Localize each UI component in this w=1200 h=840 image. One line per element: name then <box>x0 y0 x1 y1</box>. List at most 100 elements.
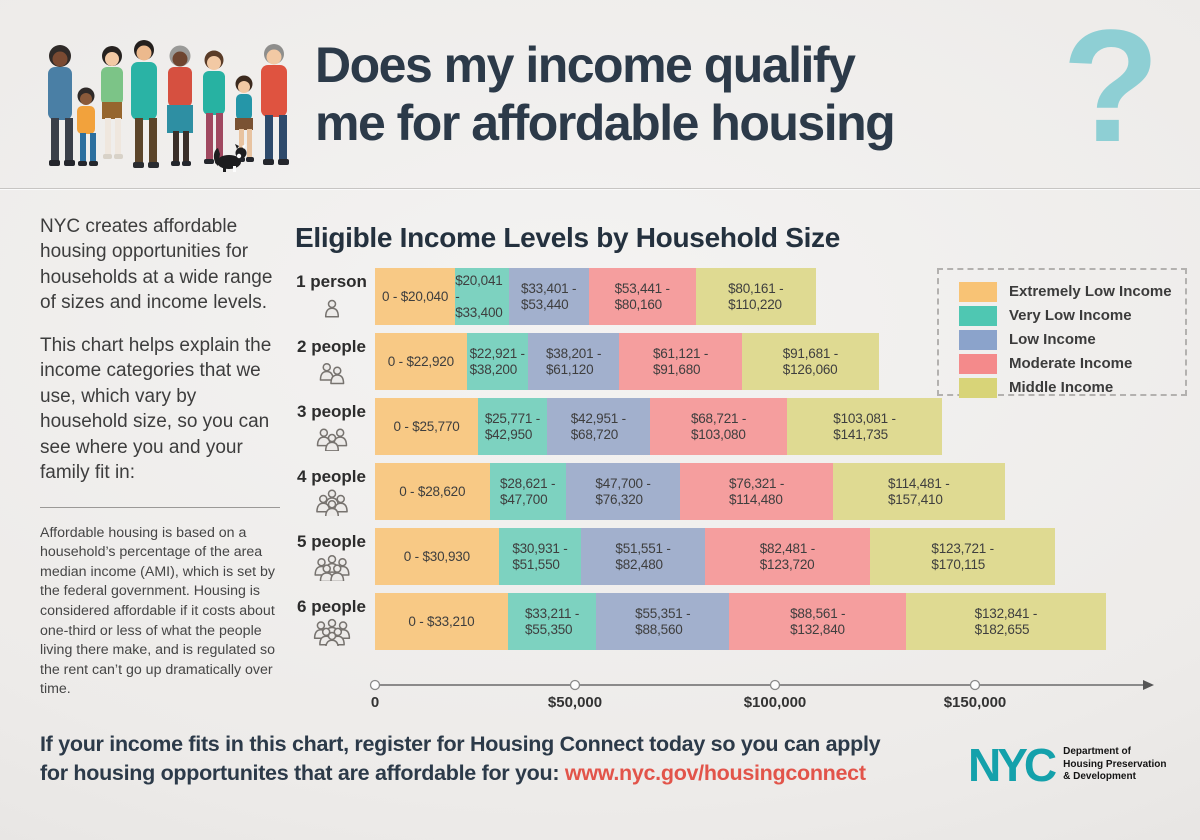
axis-tick-marker <box>769 679 781 691</box>
bar-segment: $103,081 - $141,735 <box>787 398 942 455</box>
household-size-icon <box>324 299 339 318</box>
axis-tick-marker <box>569 679 581 691</box>
question-mark-icon: ? <box>1062 0 1160 175</box>
legend-label: Middle Income <box>1009 379 1114 396</box>
bar-segment: $38,201 - $61,120 <box>527 333 620 390</box>
bar-segment: 0 - $33,210 <box>375 593 508 650</box>
chart-row: 6 people 0 - $33,210 $33,211 - $55,350 $55,… <box>288 593 1106 650</box>
bar-segment: $33,211 - $55,350 <box>507 593 597 650</box>
bar-segment: $61,121 - $91,680 <box>619 333 742 390</box>
bar-segment: $42,951 - $68,720 <box>546 398 650 455</box>
footer-cta: If your income fits in this chart, regis… <box>40 730 970 788</box>
household-size-icon <box>313 618 350 646</box>
row-label: 3 people <box>288 398 375 455</box>
nyc-dept-text: Department of Housing Preservation & Dev… <box>1063 746 1166 784</box>
row-label: 1 person <box>288 268 375 325</box>
bar-segment: $82,481 - $123,720 <box>704 528 870 585</box>
bar-segment: $20,041 - $33,400 <box>455 268 509 325</box>
axis-arrow-icon <box>1143 680 1154 690</box>
dept-line-1: Department of <box>1063 746 1131 758</box>
bar-segment: 0 - $22,920 <box>375 333 467 390</box>
legend-item: Very Low Income <box>959 304 1185 327</box>
axis-tick-label: $150,000 <box>943 694 1007 711</box>
chart-row: 2 people 0 - $22,920 $22,921 - $38,200 $38,… <box>288 333 880 390</box>
legend-label: Low Income <box>1009 331 1096 348</box>
income-bar: 0 - $28,620 $28,621 - $47,700 $47,700 - $7… <box>375 463 1005 520</box>
page-title-line1: Does my income qualify <box>315 37 856 93</box>
page-title: Does my income qualify me for affordable… <box>315 36 896 152</box>
footer-cta-line2-text: for housing opportunites that are afford… <box>40 761 565 786</box>
bar-segment: $55,351 - $88,560 <box>596 593 730 650</box>
chart-row: 5 people 0 - $30,930 $30,931 - $51,550 $51,… <box>288 528 1056 585</box>
intro-paragraph-2: This chart helps explain the income cate… <box>40 334 272 484</box>
legend-swatch <box>959 305 997 326</box>
income-bar: 0 - $33,210 $33,211 - $55,350 $55,351 - $8… <box>375 593 1106 650</box>
bar-segment: 0 - $30,930 <box>375 528 499 585</box>
axis-tick-label: $100,000 <box>743 694 807 711</box>
axis-tick-label: 0 <box>370 694 380 711</box>
chart-rows: 1 person 0 - $20,040 $20,041 - $33,400 $33,… <box>288 268 1188 688</box>
family-illustration <box>48 40 289 172</box>
row-label: 5 people <box>288 528 375 585</box>
footer-cta-line1: If your income fits in this chart, regis… <box>40 732 881 756</box>
row-label: 6 people <box>288 593 375 650</box>
legend-label: Extremely Low Income <box>1009 283 1172 300</box>
row-label-text: 6 people <box>297 597 366 616</box>
row-label-text: 4 people <box>297 467 366 486</box>
bar-segment: $33,401 - $53,440 <box>508 268 589 325</box>
row-label: 2 people <box>288 333 375 390</box>
income-bar: 0 - $22,920 $22,921 - $38,200 $38,201 - $6… <box>375 333 880 390</box>
intro-paragraph-1: NYC creates affordable housing opportuni… <box>40 216 273 314</box>
legend-label: Very Low Income <box>1009 307 1132 324</box>
bar-segment: 0 - $20,040 <box>375 268 456 325</box>
bar-segment: $68,721 - $103,080 <box>649 398 788 455</box>
household-size-icon <box>315 489 348 516</box>
bar-segment: $25,771 - $42,950 <box>478 398 547 455</box>
legend-swatch <box>959 329 997 350</box>
chart-row: 1 person 0 - $20,040 $20,041 - $33,400 $33,… <box>288 268 816 325</box>
footer-cta-line2: for housing opportunites that are afford… <box>40 759 970 788</box>
bar-segment: 0 - $25,770 <box>375 398 479 455</box>
bar-segment: $47,700 - $76,320 <box>565 463 681 520</box>
bar-segment: $80,161 - $110,220 <box>695 268 816 325</box>
row-label-text: 2 people <box>297 337 366 356</box>
chart-title: Eligible Income Levels by Household Size <box>295 222 841 253</box>
axis-tick-label: $50,000 <box>547 694 603 711</box>
nyc-logo-text: NYC <box>968 739 1057 791</box>
bar-segment: $30,931 - $51,550 <box>498 528 582 585</box>
legend-items: Extremely Low Income Very Low Income Low I… <box>959 280 1185 399</box>
page-title-line2: me for affordable housing <box>315 95 896 151</box>
legend-item: Extremely Low Income <box>959 280 1185 303</box>
legend-box: Extremely Low Income Very Low Income Low I… <box>937 268 1187 399</box>
row-label-text: 3 people <box>297 402 366 421</box>
legend-swatch <box>959 281 997 302</box>
income-bar: 0 - $30,930 $30,931 - $51,550 $51,551 - $8… <box>375 528 1056 585</box>
bar-segment: $76,321 - $114,480 <box>680 463 833 520</box>
dept-line-3: & Development <box>1063 771 1136 783</box>
intro-column: NYC creates affordable housing opportuni… <box>40 214 288 700</box>
legend-item: Moderate Income <box>959 352 1185 375</box>
header-divider <box>0 188 1200 190</box>
ami-fine-print: Affordable housing is based on a househo… <box>40 524 276 698</box>
bar-segment: $51,551 - $82,480 <box>581 528 705 585</box>
cat-illustration <box>213 144 247 172</box>
dept-line-2: Housing Preservation <box>1063 758 1167 770</box>
bar-segment: $88,561 - $132,840 <box>729 593 907 650</box>
bar-segment: $91,681 - $126,060 <box>741 333 880 390</box>
intro-divider <box>40 506 280 508</box>
household-size-icon <box>316 428 347 451</box>
household-size-icon <box>319 362 344 385</box>
legend-swatch <box>959 353 997 374</box>
housing-connect-link[interactable]: www.nyc.gov/housingconnect <box>564 761 866 786</box>
x-axis-line <box>369 679 1154 691</box>
bar-segment: $132,841 - $182,655 <box>906 593 1106 650</box>
bar-segment: $114,481 - $157,410 <box>832 463 1005 520</box>
household-size-icon <box>313 555 350 581</box>
bar-segment: 0 - $28,620 <box>375 463 490 520</box>
axis-tick-marker <box>969 679 981 691</box>
row-label-text: 5 people <box>297 532 366 551</box>
x-axis: 0 $50,000 $100,000 $150,000 <box>369 676 1175 718</box>
legend-item: Middle Income <box>959 376 1185 399</box>
bar-segment: $22,921 - $38,200 <box>466 333 528 390</box>
